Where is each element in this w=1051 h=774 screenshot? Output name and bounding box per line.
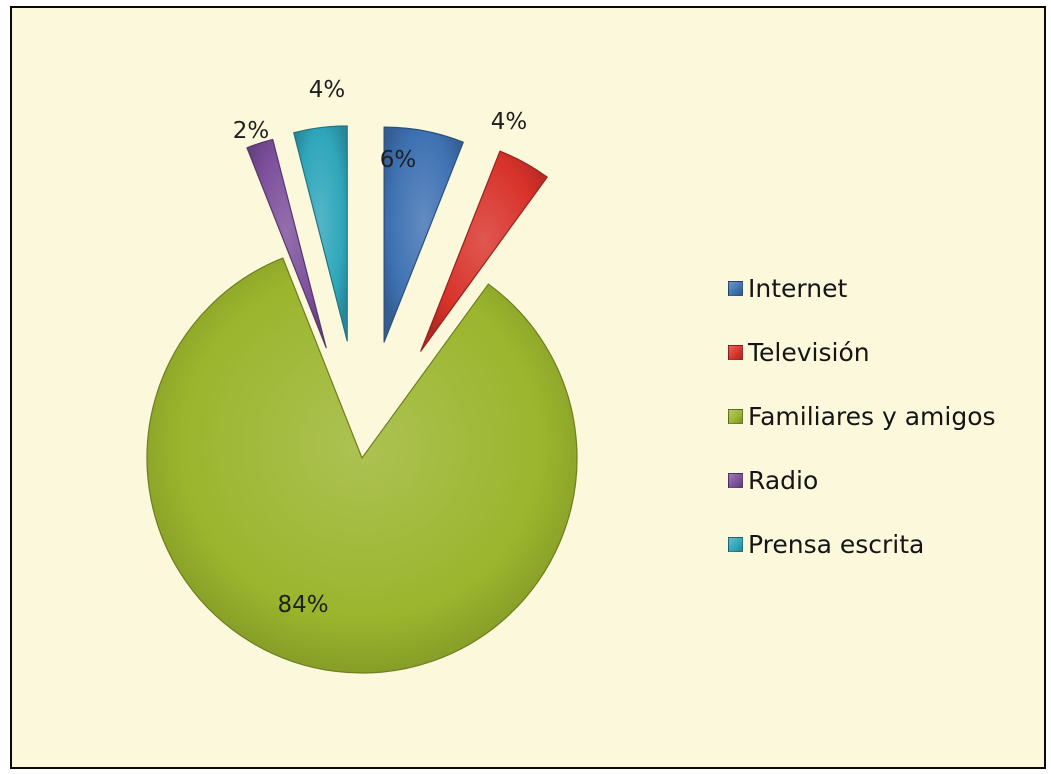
legend-item-prensa-escrita: Prensa escrita xyxy=(728,512,996,576)
pie-slice-familiares-y-amigos xyxy=(146,257,578,674)
legend-label-familiares-y-amigos: Familiares y amigos xyxy=(748,401,996,431)
pie-slice-television xyxy=(420,150,548,352)
data-label-television: 4% xyxy=(490,109,528,135)
legend-item-television: Televisión xyxy=(728,320,996,384)
legend-swatch-radio xyxy=(728,472,743,488)
data-label-familiares-y-amigos: 84% xyxy=(277,592,329,618)
data-label-internet: 6% xyxy=(379,147,417,173)
pie-slice-prensa-escrita xyxy=(293,125,348,342)
legend: Internet Televisión Familiares y amigos … xyxy=(728,256,996,576)
legend-swatch-prensa-escrita xyxy=(728,536,743,552)
chart-frame: 6% 4% 84% 2% 4% Internet Televisión Fami… xyxy=(10,6,1046,769)
data-label-radio: 2% xyxy=(232,118,270,144)
pie-slice-radio xyxy=(246,138,327,349)
legend-label-television: Televisión xyxy=(748,337,870,367)
pie-slice-internet xyxy=(383,126,464,343)
legend-swatch-familiares-y-amigos xyxy=(728,408,743,424)
legend-item-internet: Internet xyxy=(728,256,996,320)
legend-label-prensa-escrita: Prensa escrita xyxy=(748,529,925,559)
data-label-prensa-escrita: 4% xyxy=(308,77,346,103)
legend-label-radio: Radio xyxy=(748,465,819,495)
pie-chart xyxy=(146,125,578,674)
legend-swatch-television xyxy=(728,344,743,360)
legend-item-familiares-y-amigos: Familiares y amigos xyxy=(728,384,996,448)
pie-slices xyxy=(146,125,578,674)
legend-label-internet: Internet xyxy=(748,273,848,303)
legend-swatch-internet xyxy=(728,280,743,296)
legend-item-radio: Radio xyxy=(728,448,996,512)
